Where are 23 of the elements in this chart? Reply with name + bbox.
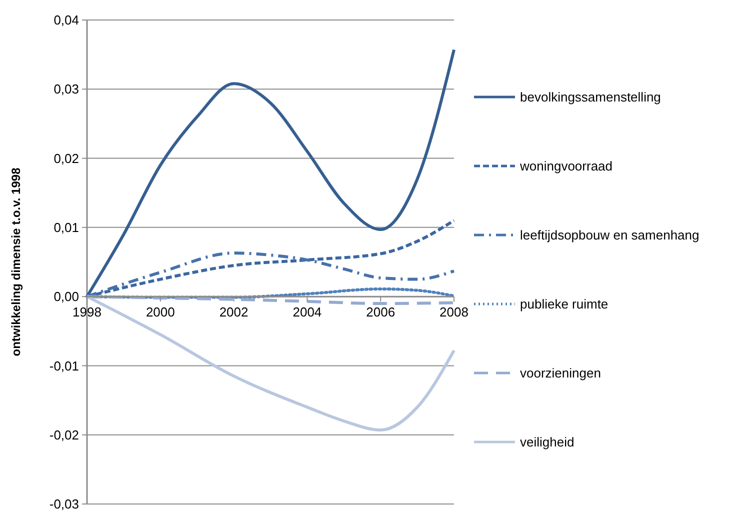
line-series	[86, 287, 456, 299]
legend-label: woningvoorraad	[519, 158, 613, 174]
legend-label: publieke ruimte	[520, 296, 608, 312]
y-tick-label: -0,02	[49, 427, 79, 442]
y-tick-label: 0,01	[54, 220, 79, 235]
y-axis-title: ontwikkeling dimensie t.o.v. 1998	[9, 167, 23, 356]
line-series	[86, 295, 456, 305]
y-tick-label: 0,04	[54, 12, 79, 28]
x-tick-label: 2002	[219, 304, 248, 320]
legend-label: leeftijdsopbouw en samenhang	[520, 228, 700, 243]
y-tick-label: -0,03	[49, 496, 79, 512]
x-tick-label: 2000	[146, 304, 175, 320]
x-tick-label: 1998	[72, 304, 102, 320]
legend-label: veiligheid	[520, 434, 574, 450]
y-tick-label: 0,00	[54, 289, 79, 304]
x-tick-label: 2004	[292, 304, 322, 320]
legend-label: bevolkingssamenstelling	[520, 90, 661, 105]
x-tick-label: 2008	[440, 304, 468, 320]
y-tick-label: 0,03	[54, 82, 79, 97]
x-tick-label: 2006	[366, 304, 396, 320]
legend-label: voorzieningen	[520, 366, 601, 381]
y-tick-label: -0,01	[49, 358, 79, 374]
y-tick-label: 0,02	[54, 150, 79, 166]
